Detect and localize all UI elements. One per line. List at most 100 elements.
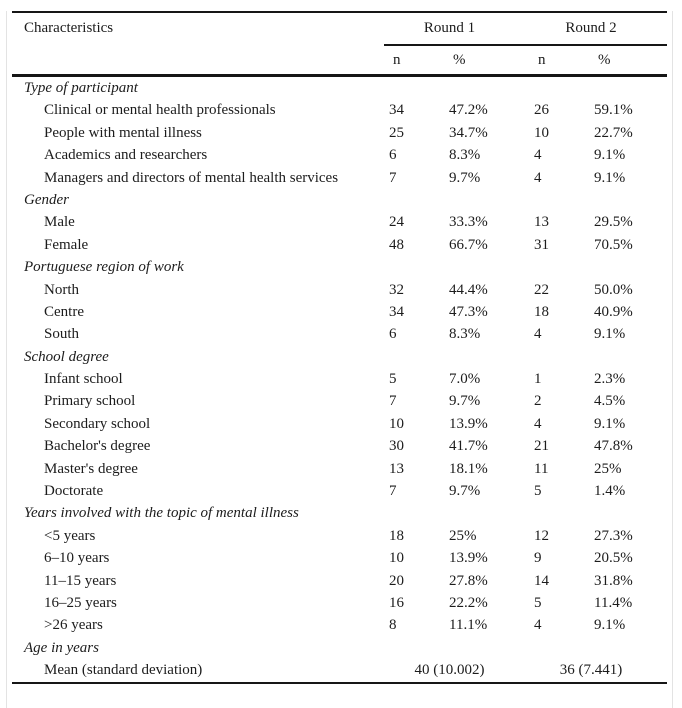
table-row: Female 48 66.7% 31 70.5% <box>12 234 667 256</box>
pct-round1: 27.8% <box>449 572 488 589</box>
n-round2: 5 <box>534 483 542 500</box>
n-round1: 7 <box>389 169 397 186</box>
section-title: Years involved with the topic of mental … <box>24 505 299 522</box>
column-header-round2: Round 2 <box>565 20 617 36</box>
pct-round1: 47.2% <box>449 102 488 119</box>
section-header-row: Type of participant <box>12 77 667 99</box>
n-round1: 6 <box>389 326 397 343</box>
table-row: 11–15 years 20 27.8% 14 31.8% <box>12 570 667 592</box>
row-label: South <box>44 326 80 343</box>
table-row: 6–10 years 10 13.9% 9 20.5% <box>12 547 667 569</box>
n-round1: 8 <box>389 617 397 634</box>
n-round1: 13 <box>389 460 404 477</box>
pct-round1: 33.3% <box>449 214 488 231</box>
column-header-round1: Round 1 <box>423 20 476 36</box>
round-header-rule <box>384 44 667 46</box>
row-label: Female <box>44 236 89 253</box>
row-label: Centre <box>44 303 84 320</box>
pct-round2: 9.1% <box>594 617 626 634</box>
table-row: North 32 44.4% 22 50.0% <box>12 279 667 301</box>
n-round2: 12 <box>534 527 549 544</box>
row-label: >26 years <box>44 617 103 634</box>
section-title: Age in years <box>24 639 99 656</box>
n-round2: 13 <box>534 214 549 231</box>
row-label: Managers and directors of mental health … <box>44 169 339 186</box>
pct-round1: 11.1% <box>449 617 488 634</box>
pct-round1: 9.7% <box>449 483 481 500</box>
n-round2: 1 <box>534 371 542 388</box>
row-label: Clinical or mental health professionals <box>44 102 276 119</box>
pct-round1: 9.7% <box>449 393 481 410</box>
row-label: Bachelor's degree <box>44 438 151 455</box>
row-label: <5 years <box>44 527 96 544</box>
pct-round1: 13.9% <box>449 415 488 432</box>
pct-round1: 41.7% <box>449 438 488 455</box>
table-body: Type of participant Clinical or mental he… <box>12 77 667 682</box>
n-round2: 4 <box>534 147 542 164</box>
pct-round1: 34.7% <box>449 124 488 141</box>
table-row: Secondary school 10 13.9% 4 9.1% <box>12 413 667 435</box>
table-row: Master's degree 13 18.1% 11 25% <box>12 458 667 480</box>
row-label: Secondary school <box>44 415 151 432</box>
header-body-rule <box>12 74 667 77</box>
table-header-row-groups: Characteristics Round 1 Round 2 <box>12 13 667 44</box>
pct-round2: 9.1% <box>594 169 626 186</box>
row-label: Primary school <box>44 393 136 410</box>
table-row: Managers and directors of mental health … <box>12 167 667 189</box>
section-title: Type of participant <box>24 80 138 96</box>
table-header-row-sub: n % n % <box>12 46 667 74</box>
pct-round1: 25% <box>449 527 477 544</box>
table-row: Bachelor's degree 30 41.7% 21 47.8% <box>12 435 667 457</box>
pct-round1: 18.1% <box>449 460 488 477</box>
table-inner: Characteristics Round 1 Round 2 n % n % … <box>12 11 667 684</box>
row-label: People with mental illness <box>44 124 202 141</box>
pct-round2: 2.3% <box>594 371 626 388</box>
column-header-n-round2: n <box>538 51 546 68</box>
n-round2: 18 <box>534 303 549 320</box>
n-round2: 5 <box>534 594 542 611</box>
pct-round2: 29.5% <box>594 214 633 231</box>
row-label: Infant school <box>44 371 123 388</box>
pct-round2: 22.7% <box>594 124 633 141</box>
row-label: Academics and researchers <box>44 147 208 164</box>
table-row: Academics and researchers 6 8.3% 4 9.1% <box>12 144 667 166</box>
section-header-row: Age in years <box>12 637 667 659</box>
pct-round2: 11.4% <box>594 594 633 611</box>
n-round2: 4 <box>534 169 542 186</box>
section-header-row: Portuguese region of work <box>12 256 667 278</box>
pct-round2: 40.9% <box>594 303 633 320</box>
pct-round2: 4.5% <box>594 393 626 410</box>
section-title: School degree <box>24 348 109 365</box>
row-label: Master's degree <box>44 460 138 477</box>
section-header-row: Gender <box>12 189 667 211</box>
pct-round1: 66.7% <box>449 236 488 253</box>
n-round2: 26 <box>534 102 549 119</box>
pct-round1: 9.7% <box>449 169 481 186</box>
table-row: >26 years 8 11.1% 4 9.1% <box>12 614 667 636</box>
table-row: Doctorate 7 9.7% 5 1.4% <box>12 480 667 502</box>
participants-characteristics-table: Characteristics Round 1 Round 2 n % n % … <box>6 11 673 708</box>
pct-round2: 59.1% <box>594 102 633 119</box>
pct-round2: 9.1% <box>594 147 626 164</box>
n-round1: 18 <box>389 527 404 544</box>
pct-round2: 25% <box>594 460 622 477</box>
pct-round1: 44.4% <box>449 281 488 298</box>
row-label: 11–15 years <box>44 572 117 589</box>
n-round1: 48 <box>389 236 404 253</box>
table-row: South 6 8.3% 4 9.1% <box>12 323 667 345</box>
column-header-pct-round2: % <box>598 51 611 68</box>
row-label: Mean (standard deviation) <box>44 662 203 679</box>
n-round2: 14 <box>534 572 549 589</box>
section-header-row: Years involved with the topic of mental … <box>12 502 667 524</box>
n-round1: 16 <box>389 594 404 611</box>
column-header-pct-round1: % <box>453 51 466 68</box>
pct-round1: 8.3% <box>449 326 481 343</box>
pct-round2: 31.8% <box>594 572 633 589</box>
n-round1: 30 <box>389 438 404 455</box>
table-row: People with mental illness 25 34.7% 10 22.7% <box>12 122 667 144</box>
n-round1: 25 <box>389 124 404 141</box>
pct-round1: 13.9% <box>449 550 488 567</box>
n-round1: 7 <box>389 393 397 410</box>
pct-round1: 7.0% <box>449 371 481 388</box>
pct-round2: 9.1% <box>594 415 626 432</box>
